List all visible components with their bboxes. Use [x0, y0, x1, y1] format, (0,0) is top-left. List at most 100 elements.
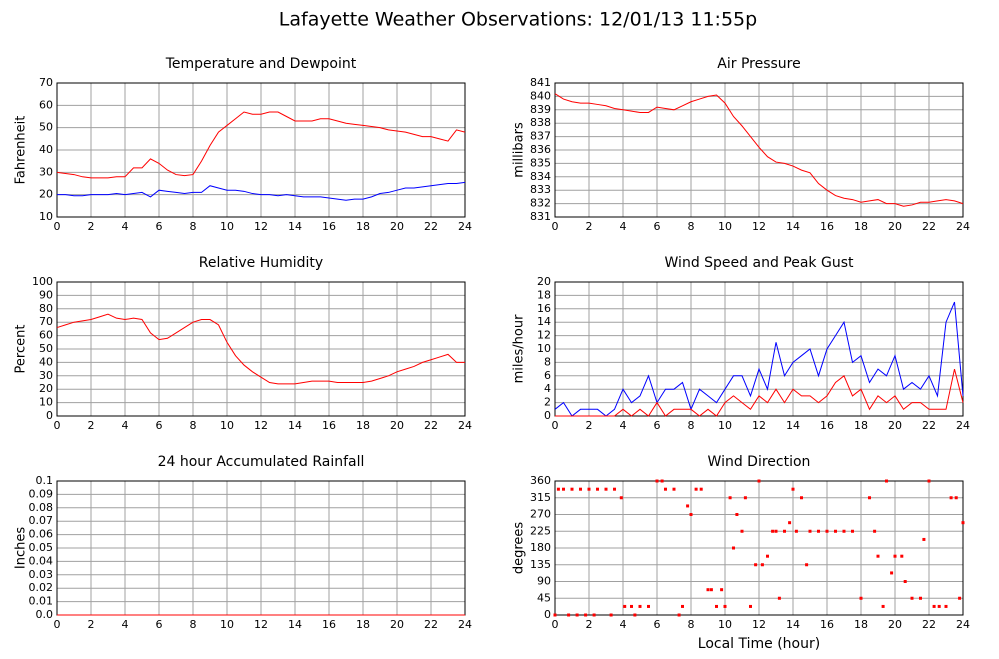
y-tick-label: 360 — [530, 474, 551, 487]
data-point — [609, 613, 613, 617]
data-point — [890, 571, 894, 575]
data-point — [851, 529, 854, 533]
x-tick-label: 8 — [190, 220, 197, 233]
y-tick-label: 4 — [544, 382, 551, 395]
plot-frame — [56, 82, 466, 218]
chart-title: Relative Humidity — [199, 255, 323, 271]
data-point — [584, 613, 588, 617]
y-tick-label: 80 — [39, 302, 53, 315]
data-point — [689, 513, 693, 516]
x-tick-label: 24 — [956, 220, 970, 233]
plot-frame — [56, 281, 466, 417]
data-point — [900, 554, 904, 558]
x-tick-label: 2 — [586, 419, 593, 432]
x-tick-label: 16 — [820, 419, 834, 432]
data-point — [783, 529, 786, 533]
y-tick-label: 50 — [39, 342, 53, 355]
x-tick-label: 24 — [458, 220, 472, 233]
data-point — [808, 529, 812, 533]
x-tick-label: 10 — [220, 618, 234, 631]
x-tick-label: 14 — [288, 419, 302, 432]
x-tick-label: 18 — [356, 220, 370, 233]
data-point — [944, 604, 948, 608]
y-tick-label: 6 — [544, 369, 551, 382]
y-tick-label: 20 — [39, 382, 53, 395]
x-tick-label: 4 — [620, 220, 627, 233]
data-point — [791, 487, 795, 491]
y-tick-label: 0 — [46, 409, 53, 422]
data-point — [743, 496, 747, 500]
data-line — [56, 313, 465, 385]
data-point — [788, 521, 792, 525]
x-tick-label: 24 — [956, 618, 970, 631]
data-point — [732, 546, 735, 550]
data-point — [592, 613, 596, 617]
data-point — [728, 496, 732, 500]
x-tick-label: 18 — [854, 220, 868, 233]
y-tick-label: 12 — [537, 329, 551, 342]
y-tick-label: 0.01 — [29, 595, 54, 608]
y-tick-label: 840 — [530, 89, 551, 102]
x-tick-label: 22 — [424, 618, 438, 631]
data-line — [57, 181, 466, 201]
y-tick-label: 832 — [530, 197, 551, 210]
x-tick-label: 22 — [922, 618, 936, 631]
data-point — [735, 513, 739, 516]
data-point — [757, 479, 761, 483]
x-tick-label: 12 — [752, 419, 766, 432]
y-tick-label: 16 — [537, 302, 551, 315]
x-tick-label: 10 — [718, 419, 732, 432]
y-tick-label: 270 — [530, 508, 551, 521]
y-tick-label: 0.06 — [29, 528, 54, 541]
data-point — [919, 596, 922, 600]
data-point — [720, 588, 724, 592]
data-point — [777, 596, 781, 600]
y-tick-label: 60 — [39, 98, 53, 111]
data-point — [885, 479, 888, 483]
y-tick-label: 841 — [530, 76, 551, 89]
y-tick-label: 0 — [544, 608, 551, 621]
x-tick-label: 0 — [54, 220, 61, 233]
data-point — [949, 496, 953, 500]
data-point — [961, 521, 965, 525]
x-tick-label: 14 — [786, 220, 800, 233]
x-tick-label: 2 — [88, 419, 95, 432]
y-tick-label: 90 — [39, 288, 53, 301]
data-point — [664, 487, 667, 491]
y-tick-label: 0.02 — [29, 581, 54, 594]
x-tick-label: 0 — [552, 419, 559, 432]
y-tick-label: 45 — [537, 591, 551, 604]
x-tick-label: 6 — [156, 220, 163, 233]
x-tick-label: 12 — [752, 618, 766, 631]
x-tick-label: 8 — [190, 618, 197, 631]
y-tick-label: 40 — [39, 355, 53, 368]
x-tick-label: 10 — [718, 618, 732, 631]
x-tick-label: 10 — [718, 220, 732, 233]
y-tick-label: 315 — [530, 491, 551, 504]
data-point — [567, 613, 571, 617]
plot-frame — [554, 281, 964, 417]
y-tick-label: 10 — [39, 210, 53, 223]
y-tick-label: 0.07 — [29, 514, 54, 527]
data-point — [859, 596, 863, 600]
chart-title: Wind Speed and Peak Gust — [665, 255, 854, 271]
data-point — [774, 529, 778, 533]
y-axis-label: degrees — [512, 522, 527, 575]
y-tick-label: 837 — [530, 130, 551, 143]
x-tick-label: 4 — [122, 220, 129, 233]
data-point — [630, 604, 633, 608]
y-tick-label: 834 — [530, 170, 551, 183]
data-point — [638, 604, 642, 608]
data-point — [553, 613, 557, 617]
y-tick-label: 30 — [39, 165, 53, 178]
x-tick-label: 16 — [322, 419, 336, 432]
data-point — [699, 487, 703, 491]
data-point — [937, 604, 941, 608]
y-tick-label: 50 — [39, 121, 53, 134]
y-tick-label: 10 — [39, 396, 53, 409]
x-tick-label: 20 — [390, 220, 404, 233]
y-tick-label: 0 — [544, 409, 551, 422]
y-tick-label: 135 — [530, 558, 551, 571]
data-point — [817, 529, 820, 533]
x-tick-label: 2 — [88, 220, 95, 233]
